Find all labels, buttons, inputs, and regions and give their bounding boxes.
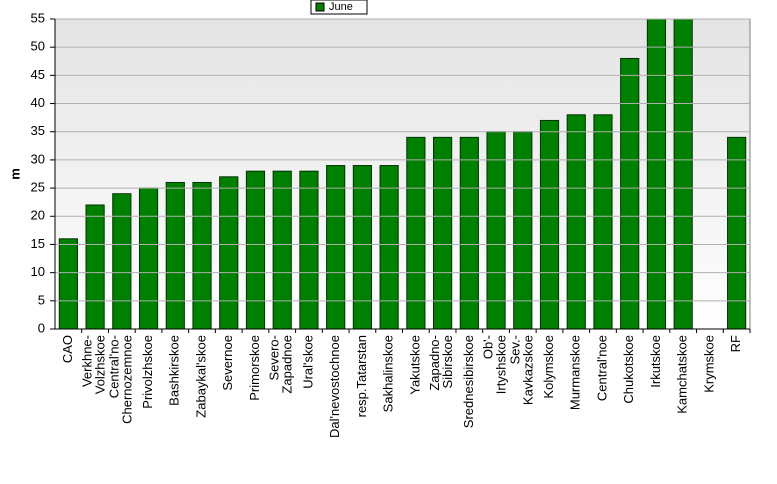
bar bbox=[486, 131, 506, 330]
y-tick-label: 30 bbox=[31, 151, 45, 166]
x-tick-label: resp.Tatarstan bbox=[354, 335, 369, 417]
bar bbox=[138, 187, 159, 330]
bar bbox=[433, 136, 453, 330]
y-tick-label: 40 bbox=[31, 95, 45, 110]
x-tick-label: Ob'-Irtyshskoe bbox=[481, 335, 509, 394]
x-tick-label: Verkhne-Volzhskoe bbox=[80, 335, 108, 394]
bar bbox=[112, 193, 132, 330]
y-tick-label: 45 bbox=[31, 67, 45, 82]
x-tick-label: Murmanskoe bbox=[568, 335, 583, 410]
bar bbox=[620, 57, 640, 330]
legend-box bbox=[310, 0, 368, 15]
bar bbox=[219, 176, 239, 330]
x-tick-label: Privolzhskoe bbox=[140, 335, 155, 409]
x-tick-label: Bashkirskoe bbox=[167, 335, 182, 406]
y-tick-label: 35 bbox=[31, 123, 45, 138]
bar bbox=[165, 181, 185, 330]
x-tick-label: RF bbox=[728, 335, 743, 352]
x-tick-label: Dal'nevostochnoe bbox=[327, 335, 342, 438]
bar bbox=[352, 165, 372, 330]
y-tick-label: 55 bbox=[31, 10, 45, 25]
y-tick-label: 10 bbox=[31, 264, 45, 279]
x-tick-label: Severo-Zapadnoe bbox=[267, 335, 295, 394]
y-tick-label: 50 bbox=[31, 39, 45, 54]
x-tick-label: Primorskoe bbox=[247, 335, 262, 401]
bar bbox=[566, 114, 586, 330]
bar bbox=[673, 19, 693, 330]
bar bbox=[593, 114, 613, 330]
bar bbox=[539, 119, 560, 330]
x-tick-label: Kamchatskoe bbox=[675, 335, 690, 414]
bar bbox=[459, 136, 479, 330]
bar bbox=[272, 170, 292, 330]
x-tick-label: Ural'skoe bbox=[300, 335, 315, 389]
bar bbox=[58, 238, 78, 330]
y-tick-label: 20 bbox=[31, 208, 45, 223]
bar bbox=[406, 136, 426, 330]
x-tick-label: Chukotskoe bbox=[621, 335, 636, 404]
bar bbox=[245, 170, 266, 330]
x-tick-label: Central'no-Chernozemnoe bbox=[107, 335, 135, 424]
legend-swatch bbox=[315, 2, 325, 12]
legend: June bbox=[310, 0, 368, 15]
bar bbox=[326, 165, 346, 330]
bar bbox=[192, 181, 212, 330]
y-tick-label: 0 bbox=[38, 320, 45, 335]
bar bbox=[727, 136, 747, 330]
x-tick-label: Sakhalinskoe bbox=[381, 335, 396, 412]
bar bbox=[299, 170, 319, 330]
bar bbox=[513, 131, 533, 330]
bar bbox=[646, 19, 667, 330]
x-tick-label: Irkutskoe bbox=[648, 335, 663, 388]
x-tick-label: Central'noe bbox=[594, 335, 609, 401]
x-tick-label: Sev.-Kavkazskoe bbox=[508, 335, 536, 405]
x-tick-label: CAO bbox=[60, 335, 75, 363]
y-tick-label: 25 bbox=[31, 180, 45, 195]
x-tick-label: Krymskoe bbox=[701, 335, 716, 393]
legend-label: June bbox=[329, 1, 353, 13]
bar bbox=[85, 204, 105, 330]
x-tick-label: Kolymskoe bbox=[541, 335, 556, 399]
y-tick-label: 5 bbox=[38, 292, 45, 307]
bar bbox=[379, 165, 399, 330]
y-tick-label: 15 bbox=[31, 236, 45, 251]
x-tick-label: Zabaykal'skoe bbox=[193, 335, 208, 418]
x-tick-label: Srednesibirskoe bbox=[461, 335, 476, 428]
x-tick-label: Severnoe bbox=[220, 335, 235, 391]
x-tick-label: Zapadno-Sibirskoe bbox=[428, 335, 456, 391]
plot-area bbox=[54, 18, 751, 330]
x-tick-label: Yakutskoe bbox=[407, 335, 422, 395]
y-axis-label: m bbox=[7, 168, 22, 180]
